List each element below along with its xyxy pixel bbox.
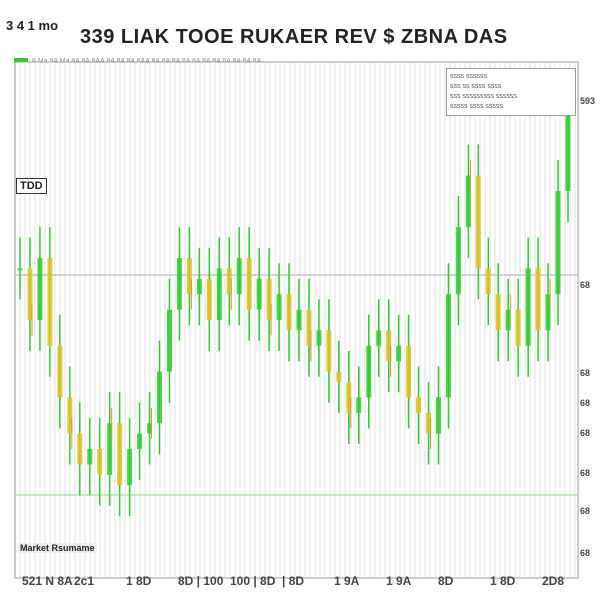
bar <box>445 294 451 398</box>
bar <box>147 423 153 434</box>
bar <box>306 309 312 346</box>
bar <box>386 330 392 362</box>
bar <box>455 227 461 295</box>
bar <box>515 309 521 346</box>
x-tick-label: 1 9A <box>334 574 360 588</box>
legend: ssss ssssss sss ss ssss ssss sss sssssss… <box>446 68 576 116</box>
y-tick-label: 68 <box>580 506 591 516</box>
bar <box>495 294 501 331</box>
bar <box>565 103 571 191</box>
bar <box>366 345 372 398</box>
x-tick-label: 100 | 8D <box>230 574 276 588</box>
bar <box>406 345 412 398</box>
x-tick-label: 2c1 <box>74 574 95 588</box>
bar <box>316 330 322 346</box>
bar <box>226 268 232 295</box>
legend-swatch <box>14 58 28 63</box>
bar <box>256 278 262 310</box>
bar <box>176 258 182 310</box>
bar <box>485 268 491 295</box>
y-tick-label: 68 <box>580 368 591 378</box>
bar <box>206 278 212 320</box>
y-tick-label: 68 <box>580 468 591 478</box>
bar <box>396 345 402 362</box>
bar <box>326 330 332 372</box>
chart-title: 339 LIAK TOOE RUKAER REV $ ZBNA DAS <box>80 26 508 48</box>
bar <box>266 278 272 320</box>
legend-entry: sssss ssss sssss <box>450 103 503 110</box>
legend-entry: sss sssssssss ssssss <box>450 93 517 100</box>
y-tick-label: 593 <box>580 96 596 106</box>
bar <box>27 268 33 320</box>
bar <box>336 371 342 382</box>
y-tick-label: 68 <box>580 280 591 290</box>
bar <box>77 433 83 465</box>
corner-label: 3 4 1 mo <box>6 18 59 33</box>
y-tick-label: 68 <box>580 428 591 438</box>
bar <box>356 397 362 413</box>
bar <box>156 371 162 424</box>
bar <box>286 294 292 331</box>
bar <box>57 345 63 398</box>
bar <box>67 397 73 434</box>
y-tick-label: 68 <box>580 398 591 408</box>
bar <box>186 258 192 295</box>
x-tick-label: 1 8D <box>126 574 152 588</box>
bar <box>107 423 113 475</box>
bar <box>465 175 471 228</box>
x-tick-label: | 8D <box>282 574 305 588</box>
bar <box>505 309 511 331</box>
bottom-annotation: Market Rsumame <box>18 543 97 553</box>
x-tick-label: 1 9A <box>386 574 412 588</box>
bar <box>216 268 222 320</box>
x-tick-label: 8D <box>438 574 454 588</box>
x-tick-label: 521 N 8A <box>22 574 73 588</box>
bar <box>137 433 143 449</box>
x-tick-label: 2D8 <box>542 574 565 588</box>
bar <box>296 309 302 331</box>
bar <box>416 397 422 413</box>
bar <box>196 278 202 295</box>
bar <box>435 397 441 434</box>
bar <box>426 412 432 434</box>
bar <box>97 449 103 475</box>
bar <box>117 423 123 486</box>
bar <box>166 309 172 372</box>
bar <box>236 258 242 295</box>
bar <box>127 449 133 486</box>
bar <box>346 381 352 413</box>
x-tick-label: 8D | 100 <box>178 574 224 588</box>
legend-entry: ssss ssssss <box>450 73 487 80</box>
x-tick-label: 1 8D <box>490 574 516 588</box>
bar <box>87 449 93 465</box>
y-tick-label: 68 <box>580 548 591 558</box>
bar <box>17 268 23 271</box>
annotation-box: TDD <box>16 178 47 194</box>
bar <box>475 175 481 269</box>
bar <box>525 268 531 346</box>
bar <box>47 258 53 346</box>
bar <box>555 191 561 295</box>
bar <box>545 294 551 331</box>
bar <box>535 268 541 331</box>
bar <box>376 330 382 346</box>
legend-entry: sss ss ssss ssss <box>450 83 502 90</box>
bar <box>37 258 43 320</box>
bar <box>276 294 282 320</box>
bar <box>246 258 252 310</box>
